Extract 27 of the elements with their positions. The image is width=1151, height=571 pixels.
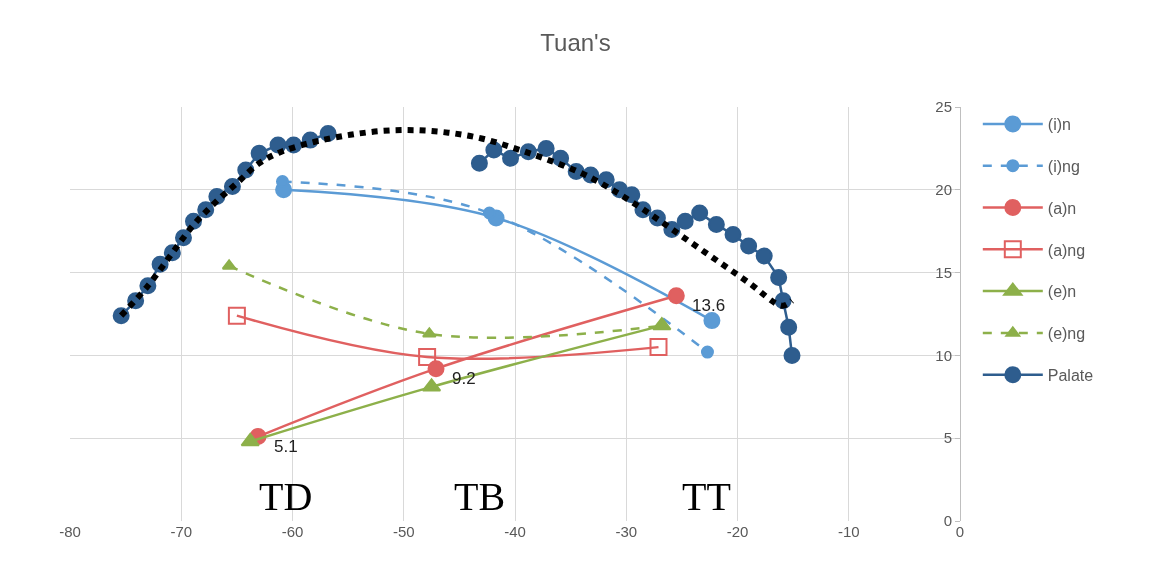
y-tick-label: 10 — [935, 346, 952, 364]
x-tick-label: -40 — [504, 523, 526, 540]
data-label: 13.6 — [692, 296, 726, 315]
y-tick-label: 25 — [935, 98, 952, 116]
annotation: TB — [454, 474, 506, 519]
x-tick-label: -70 — [170, 523, 193, 540]
annotation: TD — [259, 474, 313, 519]
chart-title: Tuan's — [540, 29, 611, 57]
legend-label: (i)n — [1047, 116, 1071, 134]
x-tick-label: -80 — [59, 523, 81, 540]
legend-label: (a)n — [1047, 199, 1077, 217]
x-tick-label: -20 — [726, 523, 749, 540]
x-tick-label: 0 — [955, 523, 965, 540]
legend-label: (e)n — [1047, 283, 1077, 301]
y-tick-label: 5 — [943, 429, 952, 447]
y-tick-label: 20 — [935, 181, 952, 199]
y-tick-label: 15 — [935, 263, 952, 281]
legend-label: (a)ng — [1047, 241, 1086, 259]
x-tick-label: -10 — [837, 523, 860, 540]
x-tick-label: -60 — [281, 523, 304, 540]
x-tick-label: -30 — [615, 523, 638, 540]
annotation: TT — [682, 474, 731, 519]
legend-label: Palate — [1047, 366, 1094, 384]
data-label: 5.1 — [274, 437, 298, 456]
legend-label: (i)ng — [1047, 157, 1080, 175]
x-tick-label: -50 — [392, 523, 415, 540]
legend-label: (e)ng — [1047, 325, 1086, 343]
